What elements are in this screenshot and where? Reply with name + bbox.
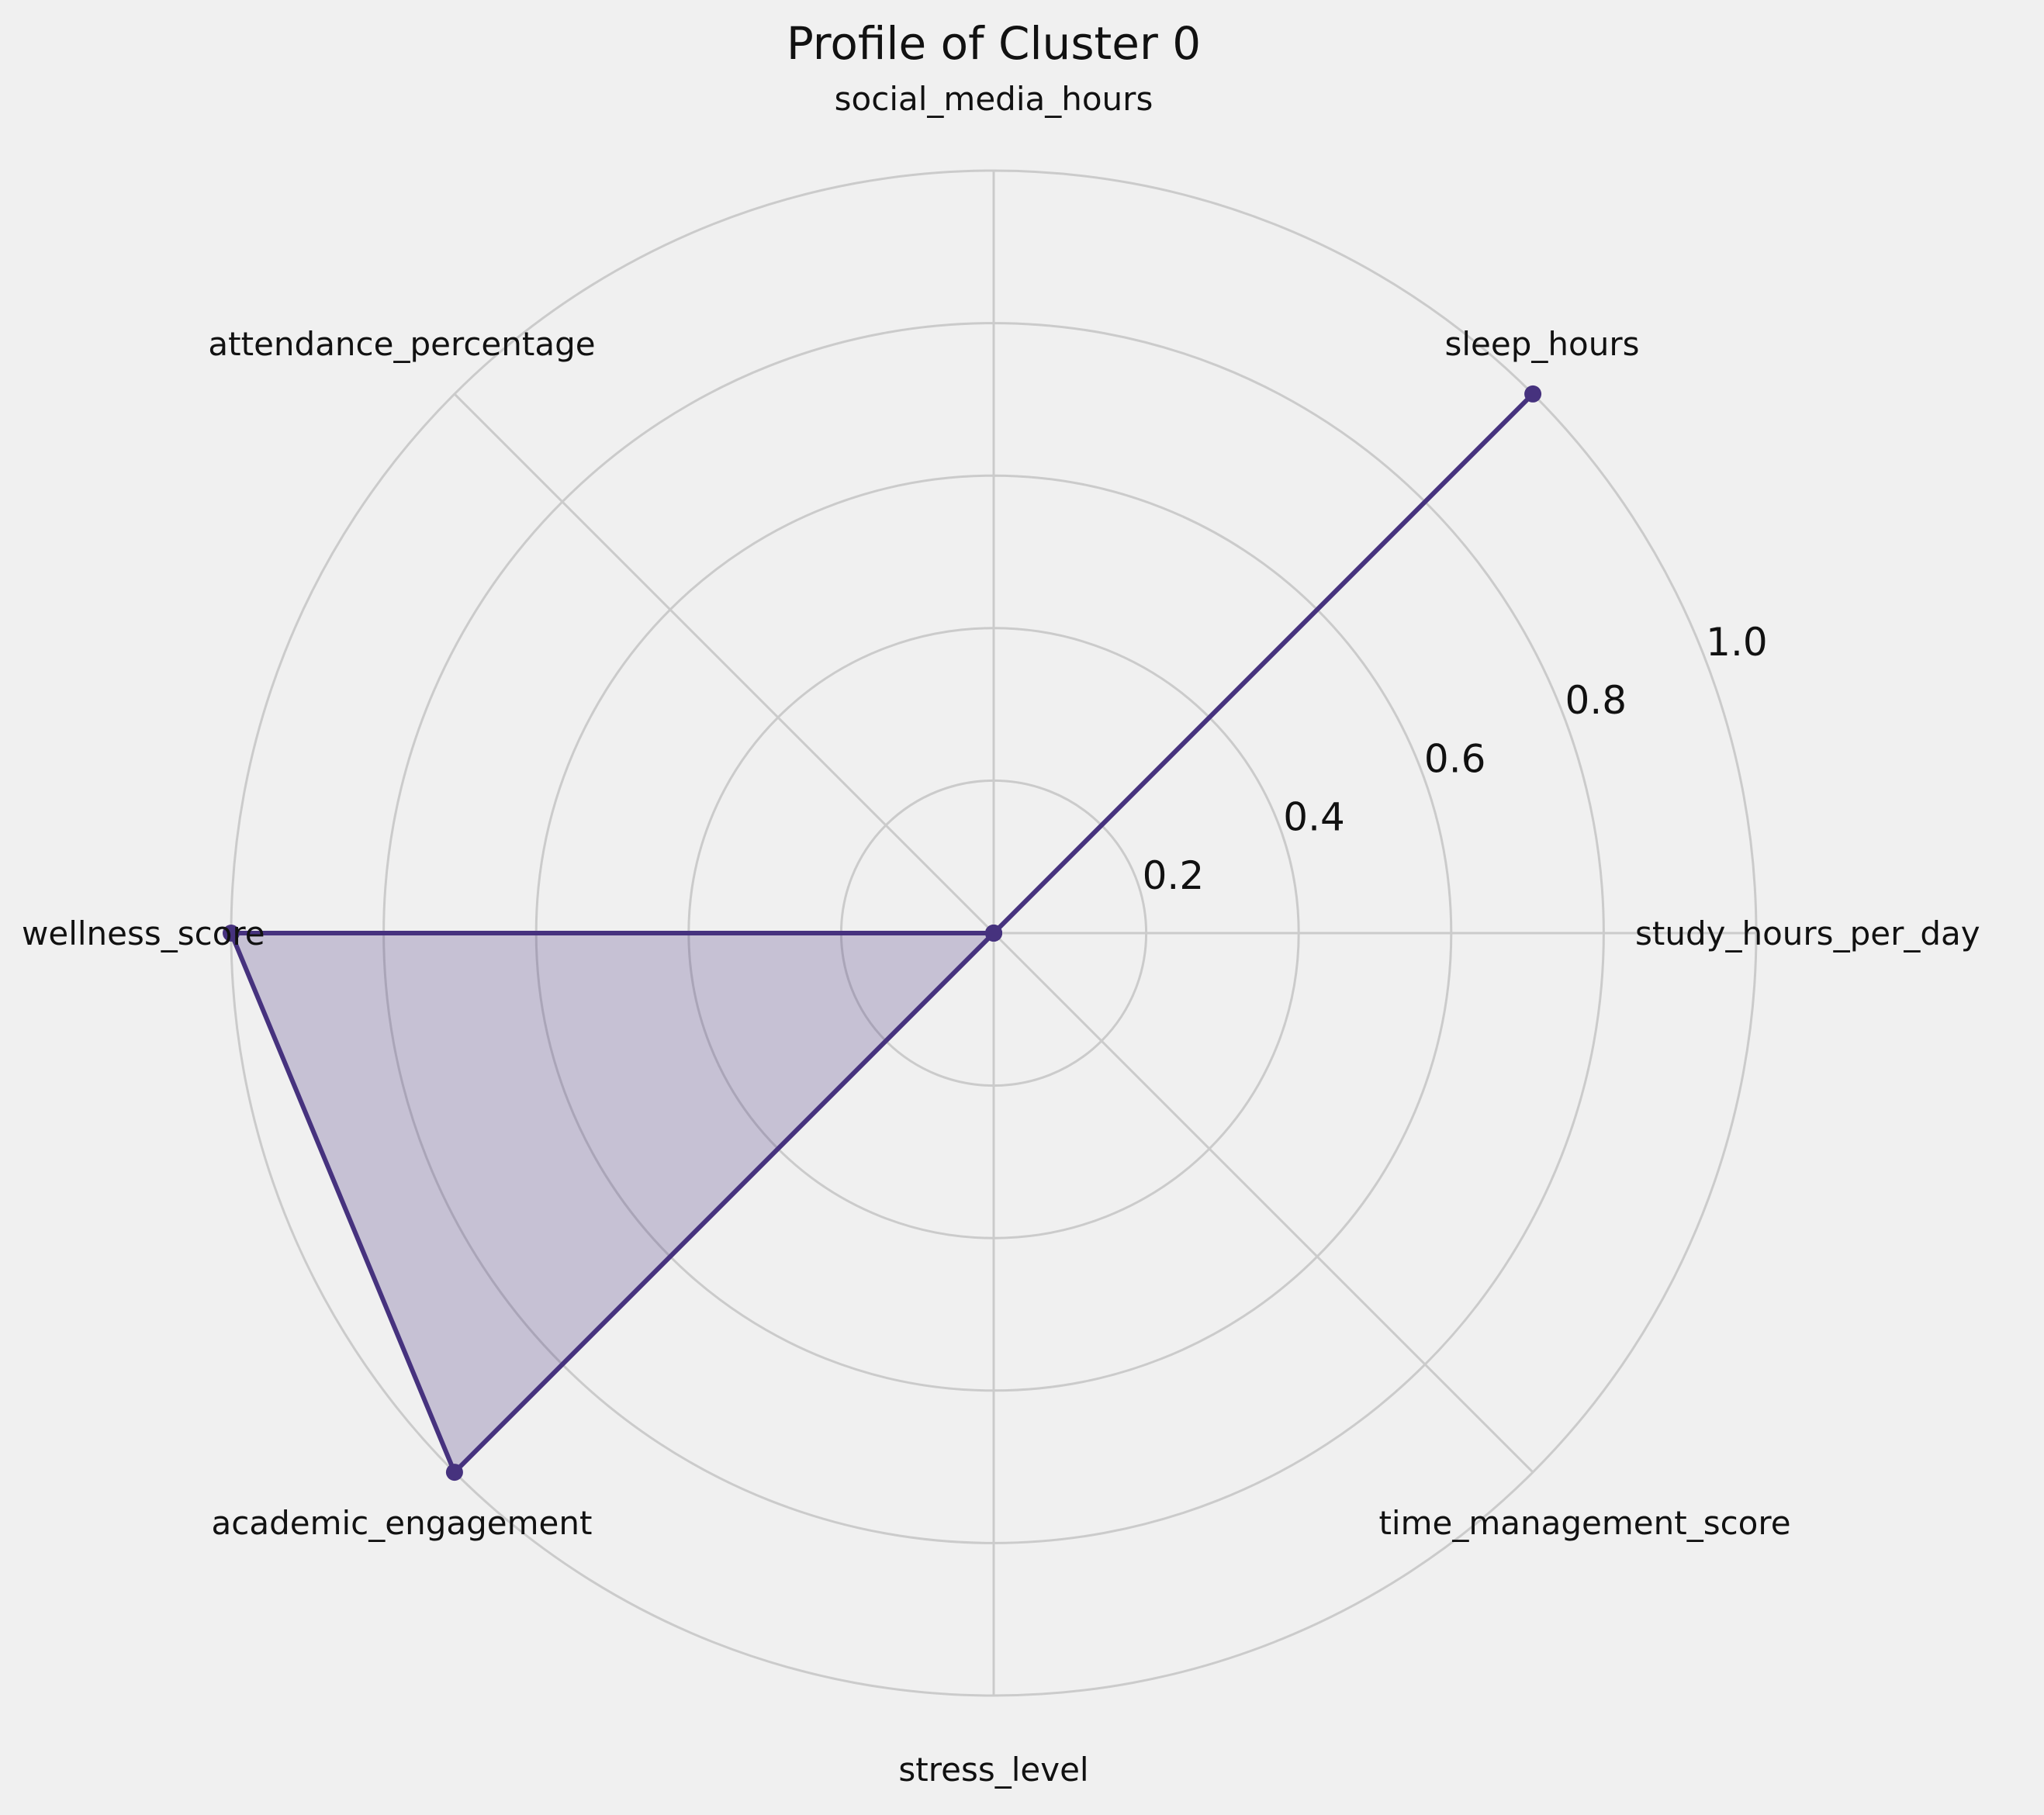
data-point-marker <box>1524 385 1542 403</box>
label-layer: 0.2 0.4 0.6 0.8 1.0 study_hours_per_day sleep_… <box>22 80 1980 1789</box>
radial-tick-label: 0.6 <box>1424 736 1486 781</box>
data-point-marker <box>223 925 240 942</box>
series-line <box>229 391 1536 1475</box>
axis-label: study_hours_per_day <box>1635 914 1980 952</box>
radial-tick-label: 0.2 <box>1143 853 1205 898</box>
radial-tick-label: 0.8 <box>1565 678 1627 723</box>
data-point-marker <box>985 925 1002 942</box>
axis-label: sleep_hours <box>1445 325 1640 363</box>
data-layer <box>223 385 1542 1481</box>
spoke-line <box>453 392 995 935</box>
axis-label: academic_engagement <box>212 1504 593 1542</box>
spoke-line <box>992 932 1534 1474</box>
axis-label: wellness_score <box>22 914 265 952</box>
data-point-marker <box>445 1464 463 1481</box>
axis-label: time_management_score <box>1378 1504 1790 1542</box>
radial-tick-label: 1.0 <box>1706 620 1768 665</box>
radial-tick-label: 0.4 <box>1283 795 1345 840</box>
axis-label: stress_level <box>898 1751 1088 1789</box>
axis-label: social_media_hours <box>835 80 1153 118</box>
axis-label: attendance_percentage <box>208 325 595 363</box>
chart-title: Profile of Cluster 0 <box>787 17 1201 70</box>
